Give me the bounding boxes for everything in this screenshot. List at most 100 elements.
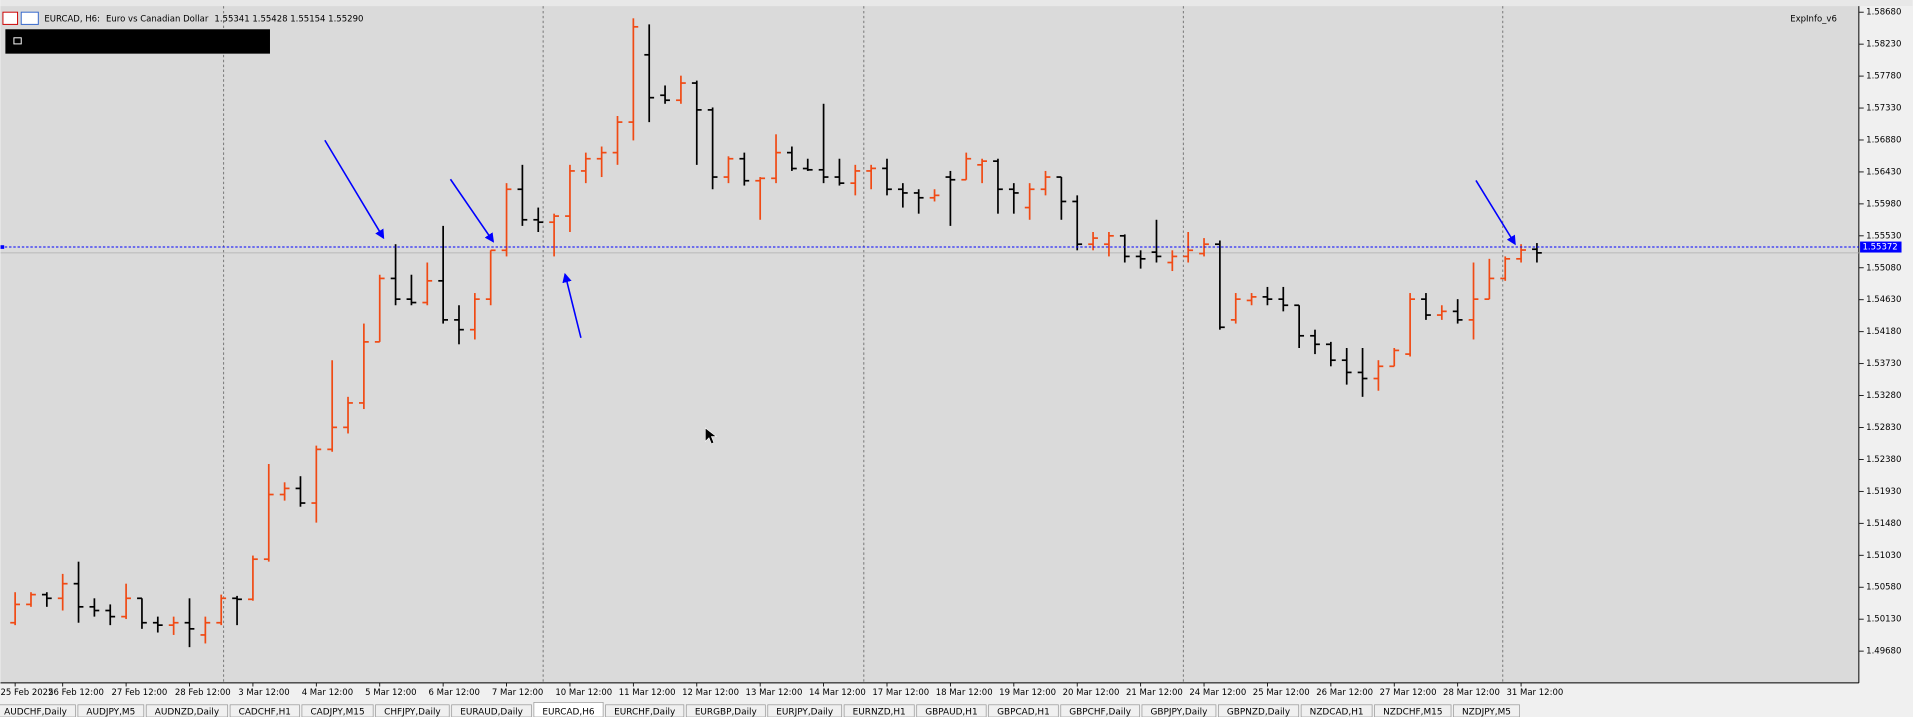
tab-bg[interactable] [685,704,766,717]
tab[interactable]: CADCHF,H1 [229,704,300,717]
y-tick-label: 1.53280 [1866,391,1901,401]
tab-label[interactable]: NZDJPY,M5 [1462,708,1511,717]
tab[interactable]: AUDCHF,Daily [0,704,76,717]
arrow [1475,180,1516,246]
tab[interactable]: EURCHF,Daily [605,704,685,717]
tab-label[interactable]: GBPNZD,Daily [1227,708,1290,717]
x-tick-label: 31 Mar 12:00 [1506,688,1563,698]
x-tick-label: 11 Mar 12:00 [619,688,676,698]
menu-icon[interactable] [2,11,19,25]
y-tick-label: 1.54180 [1866,327,1901,337]
tab-label[interactable]: GBPAUD,H1 [925,708,977,717]
tab[interactable]: GBPCAD,H1 [988,704,1059,717]
x-tick-label: 19 Mar 12:00 [999,688,1056,698]
tab-bg[interactable] [145,704,229,717]
x-tick-label: 5 Mar 12:00 [365,688,416,698]
tab-label[interactable]: GBPCHF,Daily [1069,708,1131,717]
tab-label[interactable]: GBPCAD,H1 [997,708,1050,717]
tab-bg[interactable] [0,704,76,717]
x-tick-label: 27 Mar 12:00 [1380,688,1437,698]
tab[interactable]: GBPNZD,Daily [1217,704,1300,717]
tab-bg[interactable] [1374,704,1452,717]
tab[interactable]: AUDNZD,Daily [145,704,229,717]
chart-icon[interactable] [20,11,39,25]
tab-bg[interactable] [301,704,374,717]
hline-label: 1.55372 [1863,243,1898,253]
plot-bg [0,6,1859,683]
x-tick-label: 14 Mar 12:00 [809,688,866,698]
tab-bg[interactable] [988,704,1059,717]
restore-icon[interactable] [13,37,22,45]
tab-label[interactable]: EURCHF,Daily [614,708,675,717]
tab-label[interactable]: AUDJPY,M5 [86,708,135,717]
tab-bg[interactable] [375,704,450,717]
x-tick-label: 26 Mar 12:00 [1316,688,1373,698]
y-tick-label: 1.51480 [1866,519,1901,529]
y-tick-label: 1.58230 [1866,40,1901,50]
tab[interactable]: EURAUD,Daily [451,704,532,717]
tab-bg[interactable] [1217,704,1300,717]
tab[interactable]: CHFJPY,Daily [375,704,450,717]
tab-bg[interactable] [77,704,145,717]
tab-bg[interactable] [1300,704,1373,717]
tab[interactable]: NZDCHF,M15 [1374,704,1452,717]
tab[interactable]: AUDJPY,M5 [77,704,145,717]
arrow [449,178,495,243]
tab[interactable]: EURGBP,Daily [685,704,766,717]
x-tick-label: 28 Feb 12:00 [175,688,231,698]
tab-label[interactable]: NZDCHF,M15 [1383,708,1442,717]
tab[interactable]: EURCAD,H6 [533,702,604,717]
tab[interactable]: NZDCAD,H1 [1300,704,1373,717]
indicator-name: ExpInfo_v6 [1790,14,1837,24]
tab[interactable]: EURJPY,Daily [767,704,843,717]
tab-bg[interactable] [1453,704,1520,717]
tab-label[interactable]: CHFJPY,Daily [384,708,441,717]
tab-bg[interactable] [767,704,843,717]
tab-label[interactable]: AUDNZD,Daily [155,708,219,717]
x-tick-label: 4 Mar 12:00 [302,688,353,698]
tab-bg[interactable] [533,702,604,717]
tab-label[interactable]: EURAUD,Daily [460,708,523,717]
tab-label[interactable]: EURGBP,Daily [695,708,757,717]
tab-bg[interactable] [1141,704,1217,717]
tab-label[interactable]: EURNZD,H1 [853,708,906,717]
tab-bg[interactable] [916,704,987,717]
tab-bg[interactable] [1060,704,1140,717]
tab-label[interactable]: CADJPY,M15 [310,708,364,717]
arrows [324,139,1516,338]
symbol: EURCAD, H6: [44,14,100,24]
tab[interactable]: EURNZD,H1 [843,704,915,717]
x-tick-label: 6 Mar 12:00 [429,688,480,698]
y-tick-label: 1.54630 [1866,295,1901,305]
panel-box [5,29,270,54]
y-tick-label: 1.55530 [1866,231,1901,241]
period-separators [223,6,1504,683]
mouse-cursor [705,427,718,445]
tab-bg[interactable] [605,704,685,717]
tab-bg[interactable] [451,704,532,717]
tab[interactable]: GBPJPY,Daily [1141,704,1217,717]
y-tick-label: 1.57780 [1866,72,1901,82]
tab-label[interactable]: EURCAD,H6 [542,708,595,717]
tab-bg[interactable] [843,704,915,717]
tab-label[interactable]: AUDCHF,Daily [4,708,67,717]
x-tick-label: 17 Mar 12:00 [872,688,929,698]
arrow [324,139,385,240]
x-tick-label: 12 Mar 12:00 [682,688,739,698]
y-tick-label: 1.50130 [1866,615,1901,625]
tab-label[interactable]: CADCHF,H1 [239,708,291,717]
x-tick-label: 25 Mar 12:00 [1253,688,1310,698]
tab[interactable]: NZDJPY,M5 [1453,704,1520,717]
tab-label[interactable]: EURJPY,Daily [776,708,833,717]
x-tick-label: 7 Mar 12:00 [492,688,543,698]
arrow [562,272,582,338]
tab[interactable]: GBPAUD,H1 [916,704,987,717]
tab-label[interactable]: GBPJPY,Daily [1150,708,1207,717]
hline-label-bg [1860,241,1902,253]
tab[interactable]: GBPCHF,Daily [1060,704,1140,717]
tab-label[interactable]: NZDCAD,H1 [1310,708,1364,717]
tab[interactable]: CADJPY,M15 [301,704,374,717]
tab-bg[interactable] [229,704,300,717]
